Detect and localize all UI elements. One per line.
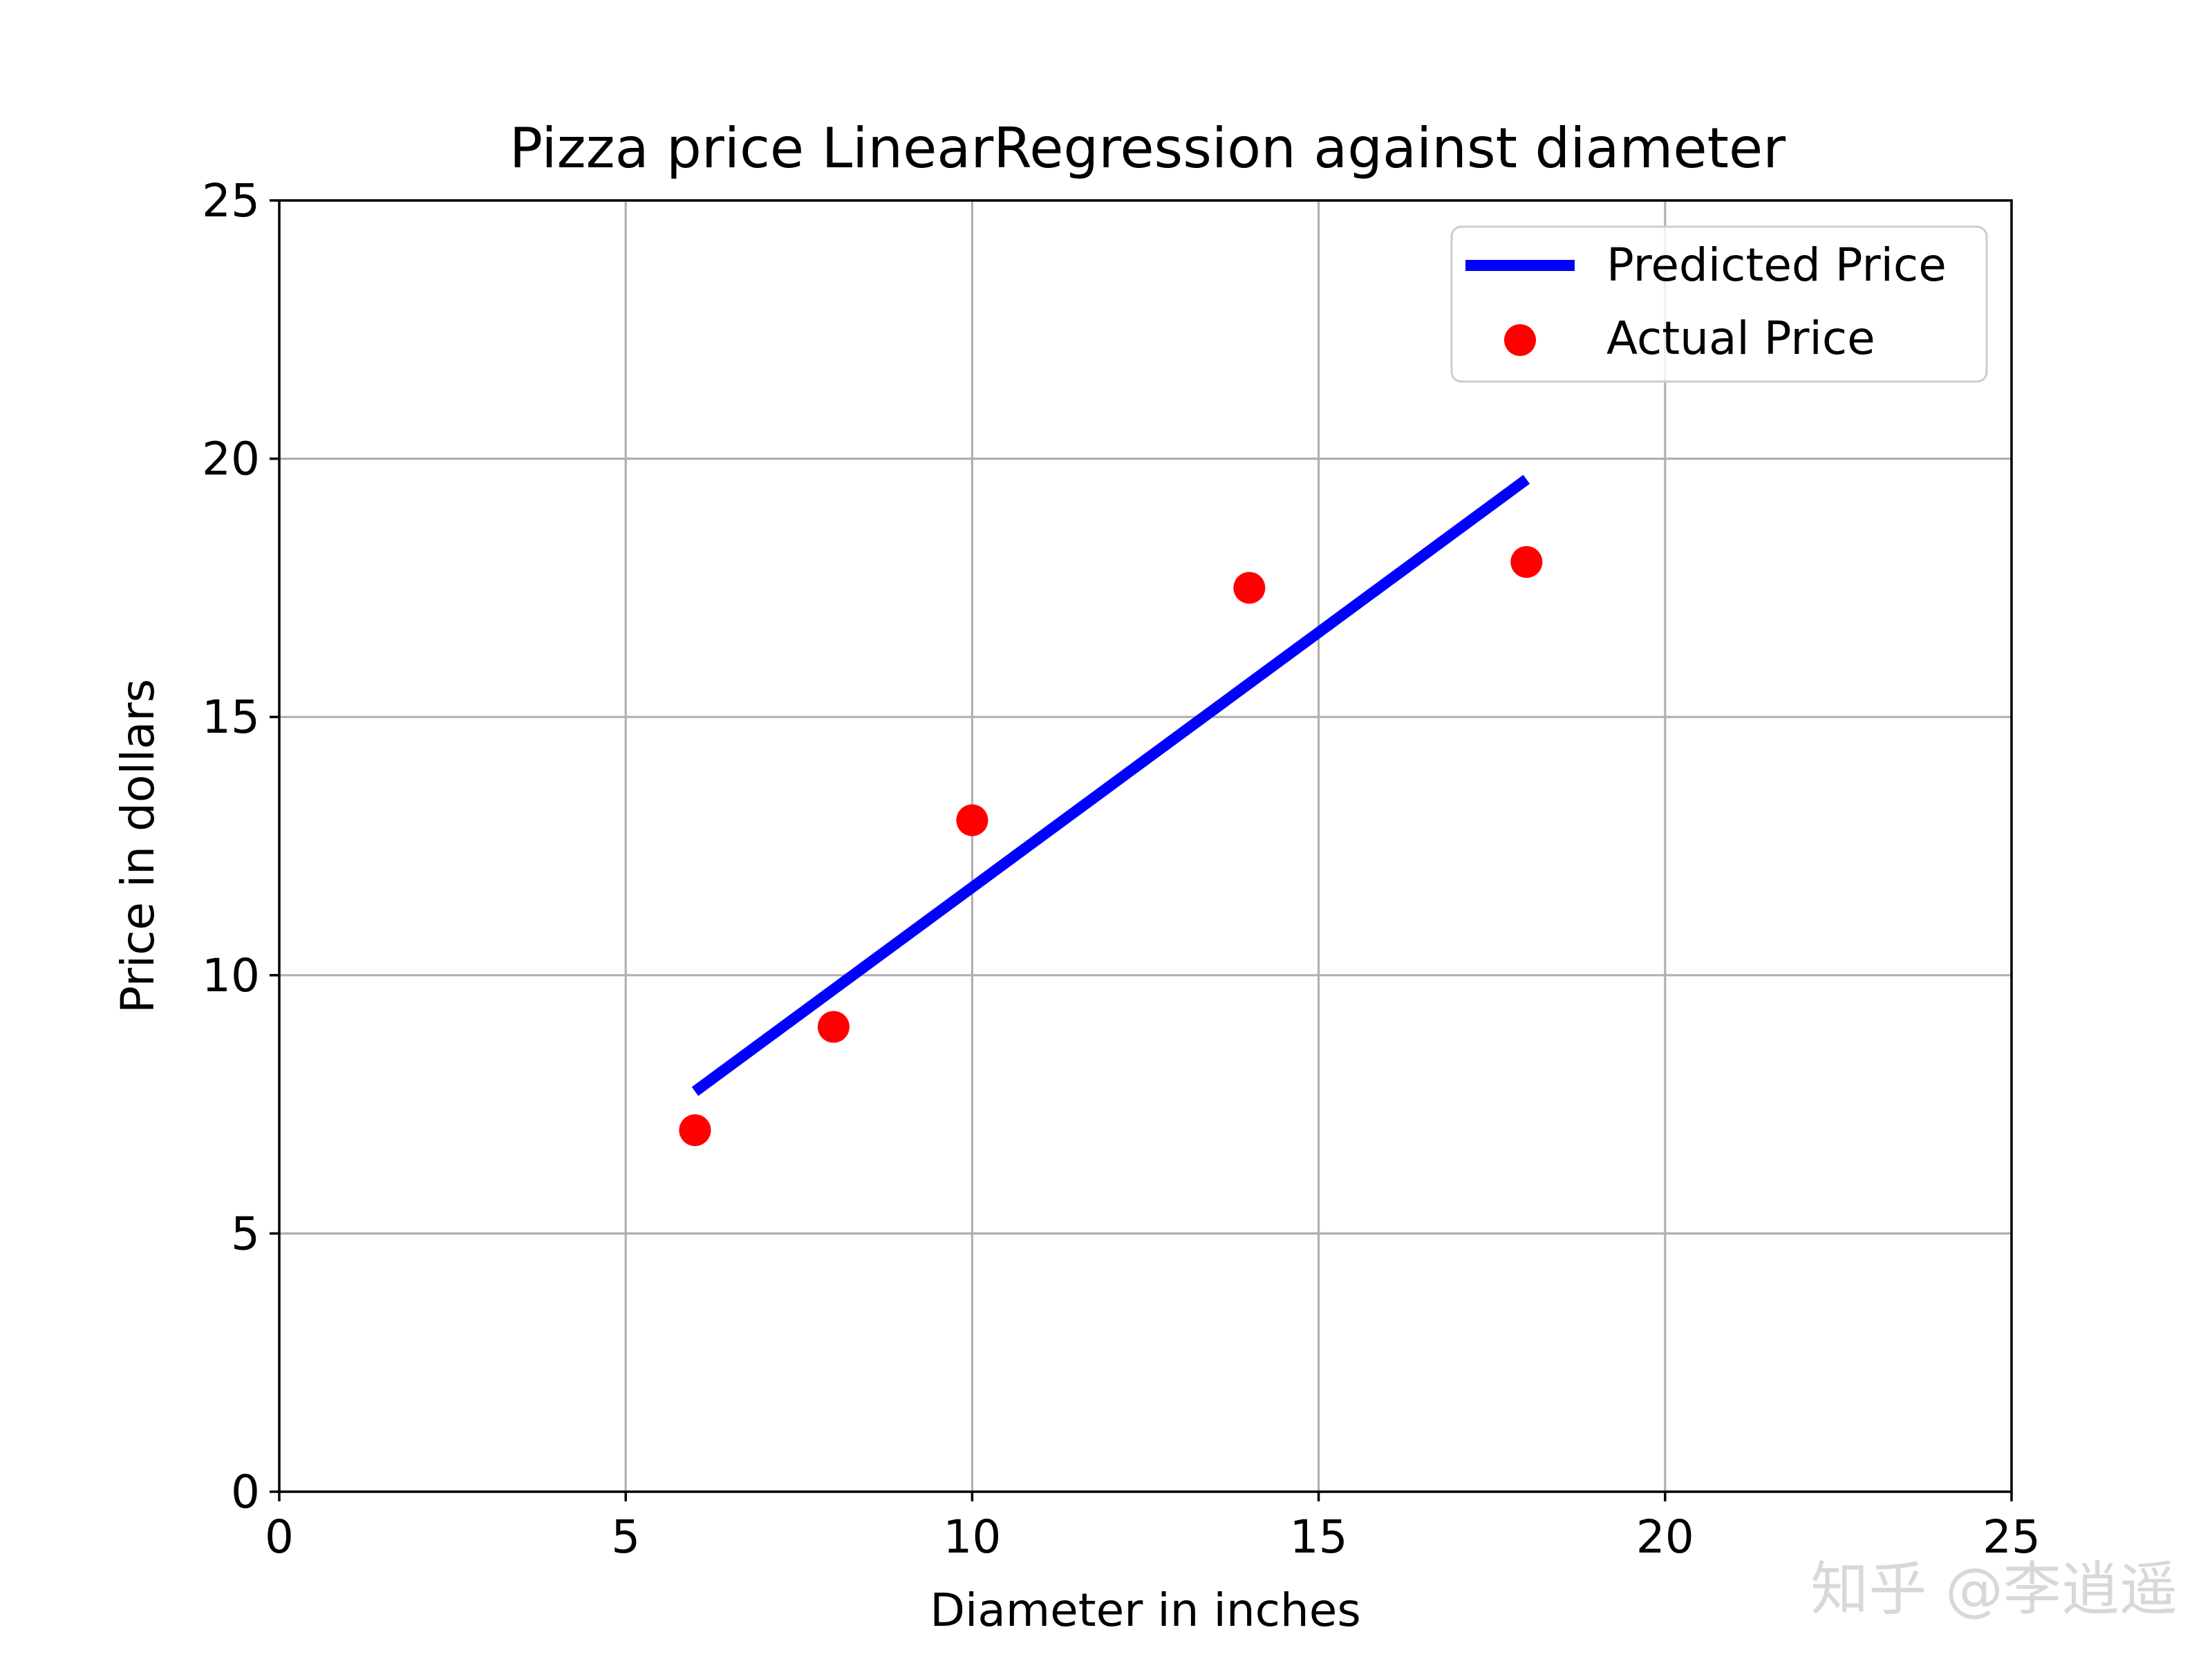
predicted-line-layer <box>691 475 1530 1096</box>
y-tick-label: 15 <box>202 691 260 744</box>
actual-points-layer <box>679 546 1543 1146</box>
x-tick-label: 15 <box>1290 1510 1348 1564</box>
axis-ticks: 0 5 10 15 20 25 0 5 10 15 20 25 <box>202 174 2041 1564</box>
actual-price-point <box>817 1011 850 1043</box>
y-tick-label: 20 <box>202 433 260 486</box>
y-tick-label: 25 <box>202 174 260 227</box>
y-tick-label: 10 <box>202 949 260 1002</box>
legend-label-predicted: Predicted Price <box>1606 238 1947 292</box>
y-axis-label: Price in dollars <box>111 679 165 1013</box>
x-tick-label: 0 <box>265 1510 294 1564</box>
x-tick-label: 10 <box>943 1510 1001 1564</box>
y-tick-label: 5 <box>231 1207 260 1260</box>
legend-label-actual: Actual Price <box>1606 312 1875 365</box>
actual-price-point <box>1510 546 1543 579</box>
predicted-price-line <box>691 475 1530 1096</box>
x-tick-label: 25 <box>1983 1510 2041 1564</box>
legend-box <box>1450 225 1988 383</box>
grid-lines <box>278 199 2013 1493</box>
x-axis-label: Diameter in inches <box>930 1584 1361 1637</box>
x-tick-label: 20 <box>1636 1510 1694 1564</box>
actual-price-point <box>956 804 988 836</box>
legend: Predicted Price Actual Price <box>1450 225 1988 383</box>
actual-price-point <box>679 1114 711 1146</box>
x-tick-label: 5 <box>611 1510 640 1564</box>
legend-point-swatch <box>1504 324 1536 356</box>
y-tick-label: 0 <box>231 1465 260 1519</box>
actual-price-point <box>1233 572 1266 604</box>
chart-title: Pizza price LinearRegression against dia… <box>509 116 1785 180</box>
watermark: 知乎 @李逍遥 <box>1810 1555 2177 1623</box>
plot-frame <box>278 199 2013 1493</box>
